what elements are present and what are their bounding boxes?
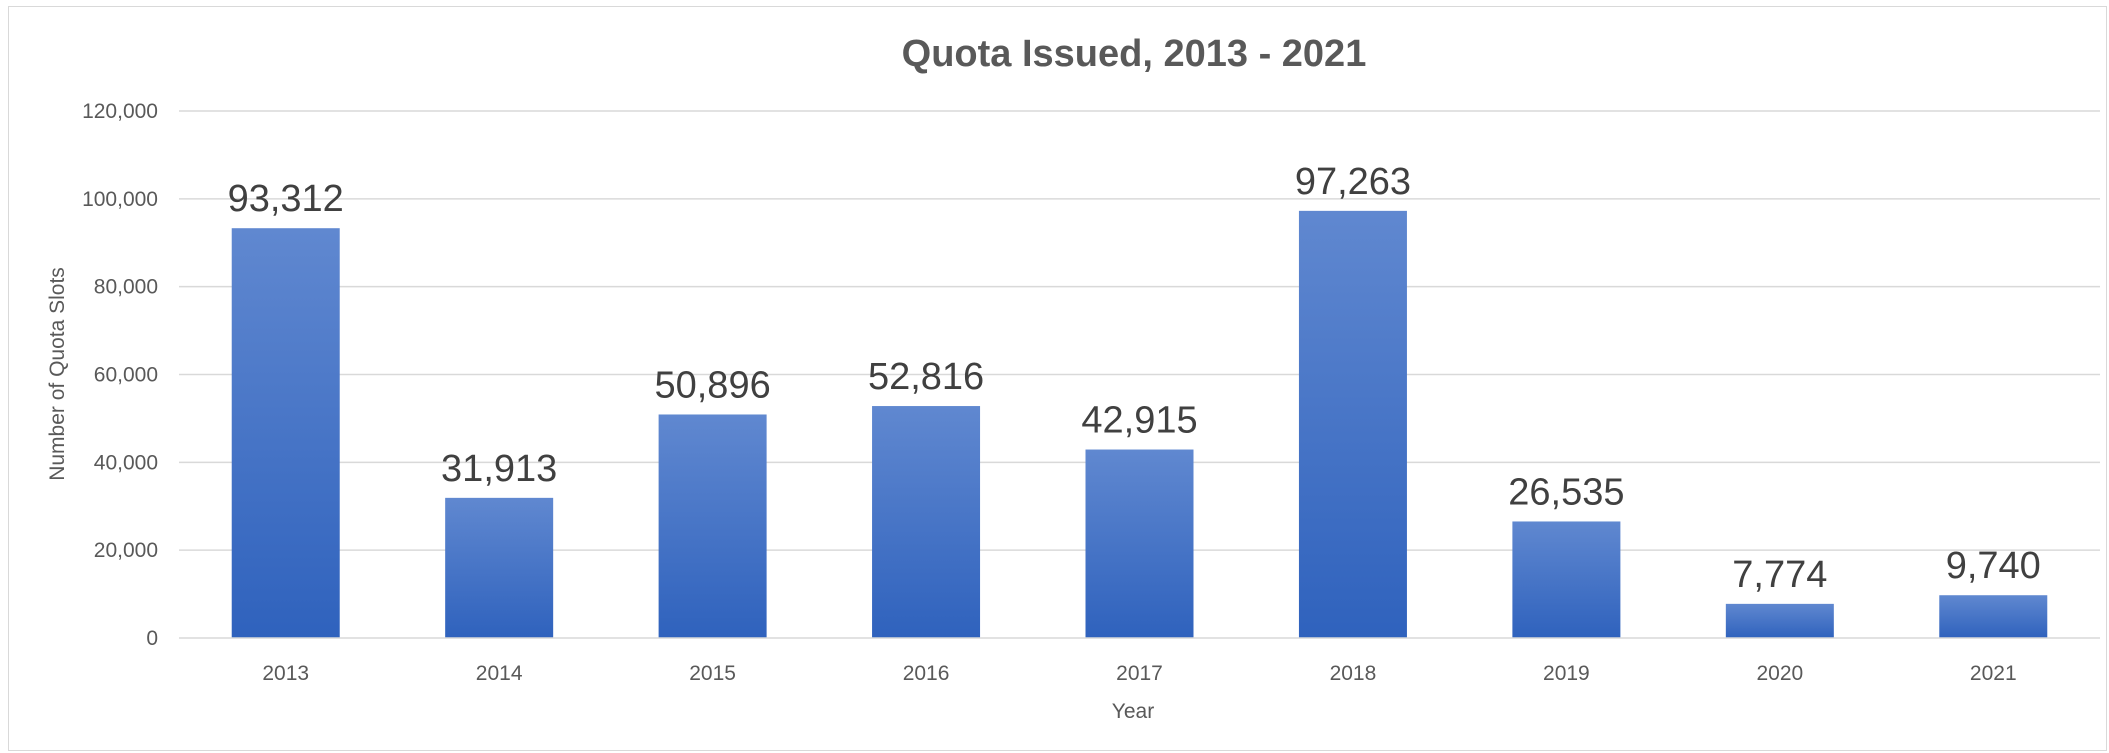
data-label: 42,915 [1081, 400, 1197, 442]
x-axis-title: Year [1112, 700, 1154, 723]
data-label: 93,312 [228, 178, 344, 220]
y-tick-label: 40,000 [94, 451, 158, 474]
bar-2017 [1085, 449, 1194, 638]
x-tick-label: 2018 [1330, 662, 1377, 685]
bar-2021 [1939, 595, 2048, 638]
x-tick-label: 2013 [262, 662, 309, 685]
bar-2019 [1512, 521, 1621, 638]
chart-title: Quota Issued, 2013 - 2021 [902, 33, 1367, 75]
x-tick-label: 2016 [903, 662, 950, 685]
y-tick-label: 0 [146, 627, 158, 650]
y-tick-label: 120,000 [82, 100, 158, 123]
y-tick-label: 60,000 [94, 364, 158, 387]
y-tick-label: 80,000 [94, 276, 158, 299]
x-tick-label: 2017 [1116, 662, 1163, 685]
data-labels: 93,312 31,913 50,896 52,816 42,915 97,263 26,5… [228, 161, 2041, 596]
y-axis-ticks: 0 20,000 40,000 60,000 80,000 100,000 120,000 [82, 100, 158, 650]
x-tick-label: 2014 [476, 662, 523, 685]
data-label: 52,816 [868, 356, 984, 398]
data-label: 7,774 [1732, 554, 1827, 596]
x-axis-ticks: 2013 2014 2015 2016 2017 2018 2019 2020 2021 [262, 662, 2016, 685]
y-axis-title: Number of Quota Slots [46, 267, 69, 481]
data-label: 26,535 [1508, 471, 1624, 513]
x-tick-label: 2019 [1543, 662, 1590, 685]
x-tick-label: 2021 [1970, 662, 2017, 685]
bar-2018 [1298, 210, 1407, 638]
bars [231, 210, 2048, 638]
y-tick-label: 100,000 [82, 188, 158, 211]
bar-2015 [658, 414, 767, 638]
bar-2014 [445, 497, 554, 638]
bar-2013 [231, 228, 340, 638]
bar-2016 [872, 406, 981, 638]
data-label: 97,263 [1295, 161, 1411, 203]
data-label: 50,896 [654, 364, 770, 406]
y-tick-label: 20,000 [94, 539, 158, 562]
bar-2020 [1725, 603, 1834, 638]
x-tick-label: 2020 [1756, 662, 1803, 685]
x-tick-label: 2015 [689, 662, 736, 685]
data-label: 31,913 [441, 448, 557, 490]
data-label: 9,740 [1946, 545, 2041, 587]
